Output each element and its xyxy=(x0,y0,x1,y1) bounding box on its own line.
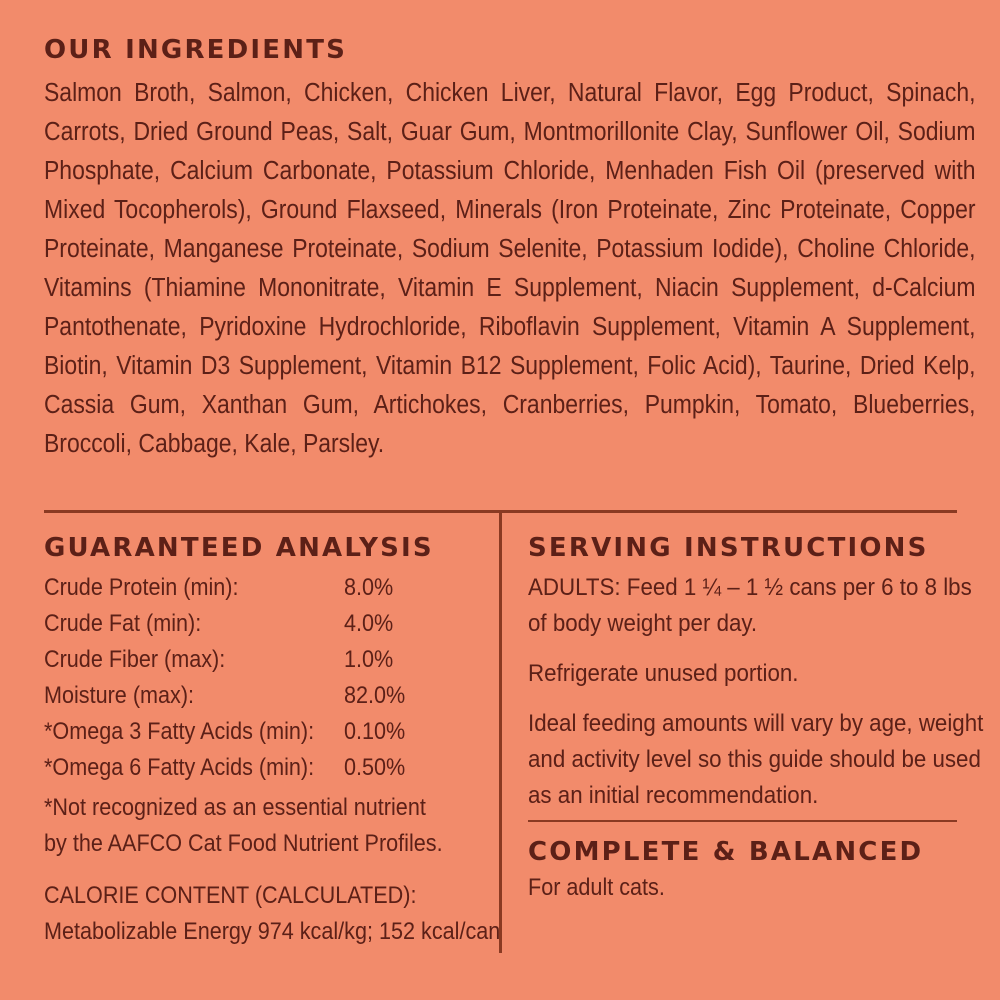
table-row: Moisture (max): 82.0% xyxy=(44,678,484,714)
table-row: *Omega 6 Fatty Acids (min): 0.50% xyxy=(44,750,484,786)
guaranteed-analysis-heading: GUARANTEED ANALYSIS xyxy=(44,533,434,563)
nutrient-value: 8.0% xyxy=(344,573,394,601)
guaranteed-analysis-table: Crude Protein (min): 8.0% Crude Fat (min… xyxy=(44,570,484,786)
nutrient-value: 0.10% xyxy=(344,717,406,745)
complete-balanced-section: COMPLETE & BALANCED For adult cats. xyxy=(528,838,998,905)
nutrient-value: 1.0% xyxy=(344,645,394,673)
footnote-line-2: by the AAFCO Cat Food Nutrient Profiles. xyxy=(44,829,443,857)
serving-paragraph-feeding-amount: ADULTS: Feed 1 ¼ – 1 ½ cans per 6 to 8 l… xyxy=(528,573,972,637)
vertical-divider xyxy=(499,513,502,953)
serving-instructions-heading: SERVING INSTRUCTIONS xyxy=(528,533,929,563)
nutrient-label: Crude Protein (min): xyxy=(44,573,239,601)
complete-balanced-text: For adult cats. xyxy=(528,873,665,901)
ingredients-text: Salmon Broth, Salmon, Chicken, Chicken L… xyxy=(44,78,982,458)
guaranteed-analysis-section: GUARANTEED ANALYSIS Crude Protein (min):… xyxy=(44,533,501,950)
serving-paragraph-guidance: Ideal feeding amounts will vary by age, … xyxy=(528,709,984,809)
nutrient-label: Crude Fiber (max): xyxy=(44,645,226,673)
footnote-line-1: *Not recognized as an essential nutrient xyxy=(44,793,426,821)
nutrient-label: Crude Fat (min): xyxy=(44,609,202,637)
horizontal-divider xyxy=(44,510,957,513)
serving-instructions-section: SERVING INSTRUCTIONS ADULTS: Feed 1 ¼ – … xyxy=(528,534,998,814)
calorie-content-block: CALORIE CONTENT (CALCULATED): Metaboliza… xyxy=(44,878,501,950)
nutrient-value: 4.0% xyxy=(344,609,394,637)
table-row: Crude Fat (min): 4.0% xyxy=(44,606,484,642)
aafco-footnote: *Not recognized as an essential nutrient… xyxy=(44,790,484,862)
table-row: Crude Fiber (max): 1.0% xyxy=(44,642,484,678)
nutrient-label: *Omega 6 Fatty Acids (min): xyxy=(44,753,315,781)
table-row: *Omega 3 Fatty Acids (min): 0.10% xyxy=(44,714,484,750)
nutrient-label: Moisture (max): xyxy=(44,681,195,709)
nutrient-value: 0.50% xyxy=(344,753,406,781)
complete-balanced-heading: COMPLETE & BALANCED xyxy=(528,837,924,867)
ingredients-heading: OUR INGREDIENTS xyxy=(44,35,348,65)
serving-paragraph-refrigerate: Refrigerate unused portion. xyxy=(528,659,799,687)
ingredients-section: OUR INGREDIENTS Salmon Broth, Salmon, Ch… xyxy=(44,36,1000,464)
nutrient-value: 82.0% xyxy=(344,681,406,709)
calorie-content-heading: CALORIE CONTENT (CALCULATED): xyxy=(44,881,417,909)
calorie-content-value: Metabolizable Energy 974 kcal/kg; 152 kc… xyxy=(44,917,501,945)
table-row: Crude Protein (min): 8.0% xyxy=(44,570,484,606)
nutrient-label: *Omega 3 Fatty Acids (min): xyxy=(44,717,315,745)
right-column-divider xyxy=(528,820,957,822)
